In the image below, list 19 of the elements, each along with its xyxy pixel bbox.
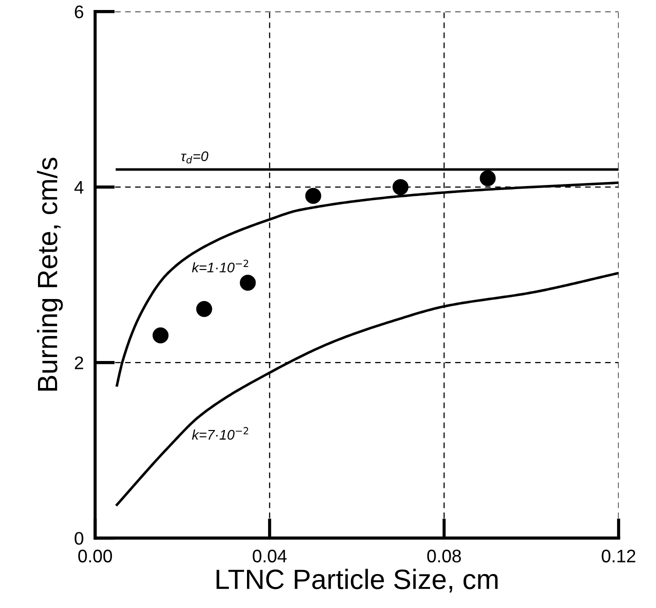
series-label: τ$_{d}$=0 (181, 151, 208, 164)
point (196, 301, 212, 318)
y-tick-label: 6 (74, 5, 84, 18)
x-tick-label: 0.00 (78, 550, 112, 562)
x-axis-title: LTNC Particle Size, cm (216, 568, 498, 592)
series-label: k=1·10$^{−2}$ (192, 260, 248, 272)
y-tick-label: 2 (74, 356, 84, 370)
point (240, 274, 256, 291)
point (152, 327, 169, 344)
series-label: k=7·10$^{−2}$ (192, 427, 248, 440)
point (392, 179, 408, 196)
point (480, 170, 496, 186)
y-tick-label: 0 (74, 532, 84, 545)
x-tick-label: 0.12 (602, 550, 636, 562)
x-tick-label: 0.08 (427, 550, 461, 562)
x-tick-label: 0.04 (252, 550, 287, 562)
y-tick-label: 4 (74, 181, 84, 194)
y-axis-title: Burning Rete, cm/s (36, 158, 63, 391)
point (305, 188, 322, 204)
